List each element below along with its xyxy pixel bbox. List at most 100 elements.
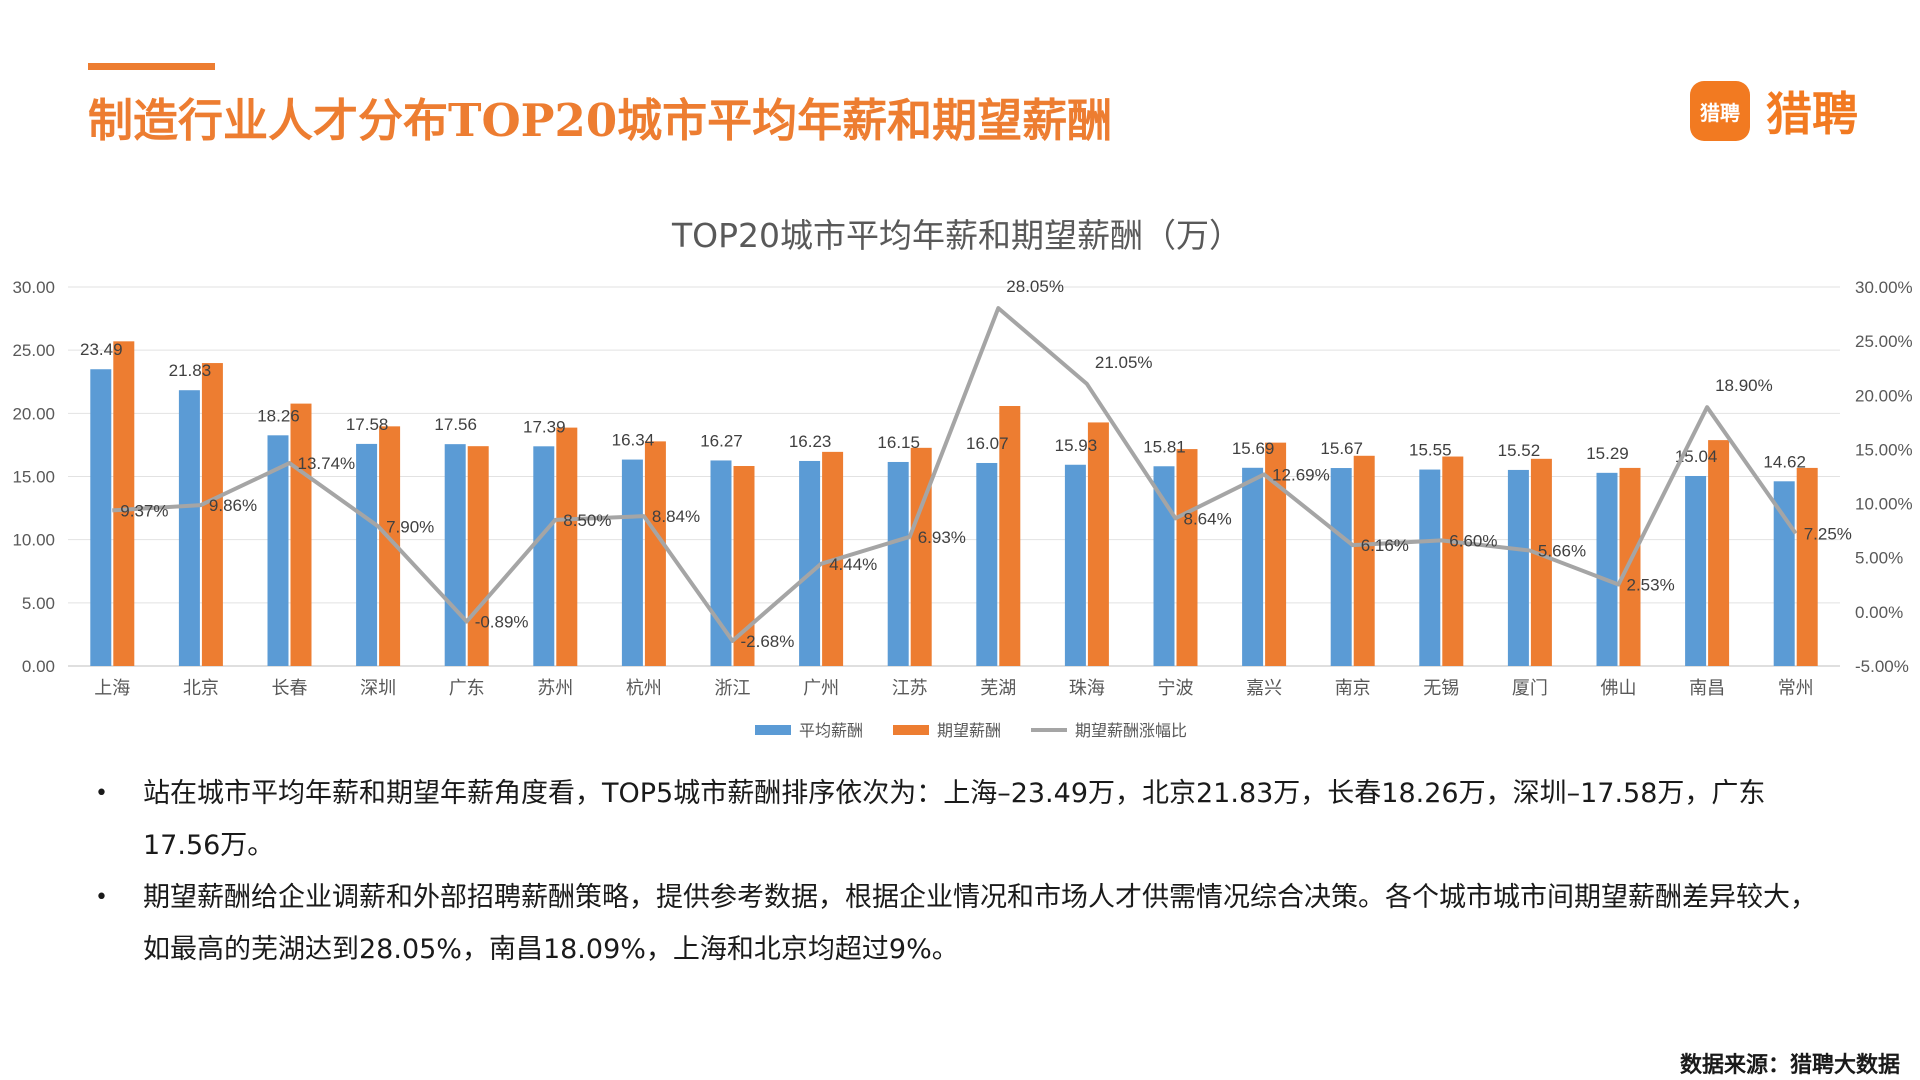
chart-legend: 平均薪酬 期望薪酬 期望薪酬涨幅比 [755, 721, 1187, 740]
right-tick-label: 0.00% [1855, 603, 1903, 622]
right-tick-label: 20.00% [1855, 386, 1913, 405]
bar-avg-salary [1064, 464, 1086, 666]
bar-expected-salary [1176, 449, 1198, 666]
bar-avg-salary [1596, 472, 1618, 666]
bar-avg-salary [1242, 467, 1264, 666]
bar-expected-salary [1530, 458, 1552, 666]
bar-avg-salary [356, 443, 378, 666]
bar-value-label: 17.39 [523, 417, 566, 436]
growth-value-label: 7.25% [1804, 524, 1852, 543]
x-tick-label: 南京 [1335, 678, 1371, 699]
growth-value-label: 12.69% [1272, 465, 1330, 484]
bar-expected-salary [1796, 467, 1818, 666]
bar-value-label: 14.62 [1763, 452, 1806, 471]
x-tick-label: 长春 [272, 678, 308, 699]
growth-value-label: 21.05% [1095, 353, 1153, 372]
salary-chart: TOP20城市平均年薪和期望薪酬（万） 0.00 5.00 10.00 15.00 20… [12, 216, 1913, 740]
bar-avg-salary [1330, 468, 1352, 666]
growth-value-label: 18.90% [1715, 376, 1773, 395]
x-tick-label: 无锡 [1423, 678, 1459, 699]
legend-swatch [893, 725, 929, 735]
x-tick-label: 深圳 [360, 678, 396, 699]
x-tick-label: 珠海 [1069, 678, 1105, 699]
bar-expected-salary [999, 406, 1021, 666]
bar-expected-salary [379, 426, 401, 666]
bar-value-label: 16.34 [612, 431, 655, 450]
bar-value-label: 15.29 [1586, 444, 1629, 463]
growth-line [112, 306, 1798, 643]
bar-expected-salary [733, 466, 755, 666]
bar-expected-salary [910, 447, 932, 666]
bar-value-label: 18.26 [257, 406, 300, 425]
right-tick-label: 25.00% [1855, 332, 1913, 351]
bar-avg-salary [621, 459, 643, 666]
bar-avg-salary [799, 460, 821, 666]
growth-value-label: 5.66% [1538, 542, 1586, 561]
bar-value-labels: 23.49 21.83 18.26 17.58 17.56 17.39 16.34 16.27… [80, 340, 1806, 471]
bar-avg-salary [1507, 469, 1529, 666]
bar-value-label: 16.27 [700, 431, 743, 450]
growth-value-label: 6.60% [1449, 531, 1497, 550]
bar-expected-salary [467, 446, 489, 666]
left-axis: 0.00 5.00 10.00 15.00 20.00 25.00 30.00 [12, 278, 55, 676]
bar-avg-salary [533, 446, 555, 666]
x-tick-label: 上海 [94, 678, 130, 699]
right-axis: -5.00% 0.00% 5.00% 10.00% 15.00% 20.00% 25.00%… [1855, 278, 1913, 676]
bar-value-label: 17.58 [346, 415, 389, 434]
growth-value-label: -0.89% [475, 612, 529, 631]
left-tick-label: 20.00 [12, 404, 55, 423]
logo-icon: 猎聘 [1690, 81, 1750, 141]
growth-value-label: -2.68% [741, 632, 795, 651]
right-tick-label: -5.00% [1855, 657, 1909, 676]
x-tick-label: 佛山 [1601, 678, 1637, 699]
bar-expected-salary [556, 427, 578, 666]
left-tick-label: 5.00 [22, 594, 55, 613]
right-tick-label: 30.00% [1855, 278, 1913, 297]
bar-avg-salary [90, 369, 112, 666]
x-tick-label: 广州 [803, 678, 839, 699]
bar-value-label: 23.49 [80, 340, 123, 359]
growth-value-label: 2.53% [1627, 575, 1675, 594]
growth-value-label: 6.93% [918, 528, 966, 547]
x-tick-label: 厦门 [1512, 678, 1548, 699]
bar-avg-salary [444, 444, 466, 666]
bar-expected-salary [1442, 456, 1464, 666]
x-tick-label: 嘉兴 [1246, 678, 1282, 699]
bar-expected-salary [1619, 467, 1641, 666]
growth-line-path [112, 306, 1798, 643]
x-axis-labels: 上海 北京 长春 深圳 广东 苏州 杭州 浙江 广州 江苏 芜湖 珠海 宁波 嘉兴 南京 无锡 厦门 佛山 南昌 常州 [94, 678, 1813, 699]
bar-value-label: 15.52 [1498, 441, 1541, 460]
x-tick-label: 浙江 [715, 678, 751, 699]
x-tick-label: 北京 [183, 678, 219, 699]
x-tick-label: 江苏 [892, 678, 928, 699]
bar-expected-salary [1087, 422, 1109, 666]
growth-value-label: 8.84% [652, 507, 700, 526]
growth-value-label: 7.90% [386, 517, 434, 536]
left-tick-label: 15.00 [12, 468, 55, 487]
growth-value-label: 8.64% [1184, 509, 1232, 528]
bullet-list: 站在城市平均年薪和期望年薪角度看，TOP5城市薪酬排序依次为：上海–23.49万… [95, 768, 1835, 976]
legend-swatch [755, 725, 791, 735]
x-tick-label: 杭州 [626, 678, 662, 699]
bar-value-label: 15.69 [1232, 439, 1275, 458]
growth-value-label: 8.50% [563, 511, 611, 530]
legend-label: 期望薪酬涨幅比 [1075, 721, 1187, 740]
growth-value-label: 6.16% [1361, 536, 1409, 555]
growth-labels: 9.37% 9.86% 13.74% 7.90% -0.89% 8.50% 8.84% -2.… [120, 277, 1852, 651]
left-tick-label: 10.00 [12, 531, 55, 550]
liepin-logo: 猎聘 猎聘 [1690, 78, 1858, 144]
bar-expected-salary [1708, 440, 1730, 666]
bar-expected-salary [644, 441, 666, 666]
bar-value-label: 15.93 [1055, 436, 1098, 455]
growth-value-label: 9.86% [209, 496, 257, 515]
bar-expected-salary [113, 341, 135, 666]
bar-avg-salary [267, 435, 289, 666]
data-source: 数据来源：猎聘大数据 [1679, 1052, 1900, 1078]
growth-value-label: 28.05% [1006, 277, 1064, 296]
page-title: 制造行业人才分布TOP20城市平均年薪和期望薪酬 [88, 94, 1113, 147]
growth-value-label: 9.37% [120, 501, 168, 520]
left-tick-label: 0.00 [22, 657, 55, 676]
bar-value-label: 15.67 [1320, 439, 1363, 458]
logo-text: 猎聘 [1766, 87, 1858, 141]
bar-value-label: 15.81 [1143, 437, 1186, 456]
